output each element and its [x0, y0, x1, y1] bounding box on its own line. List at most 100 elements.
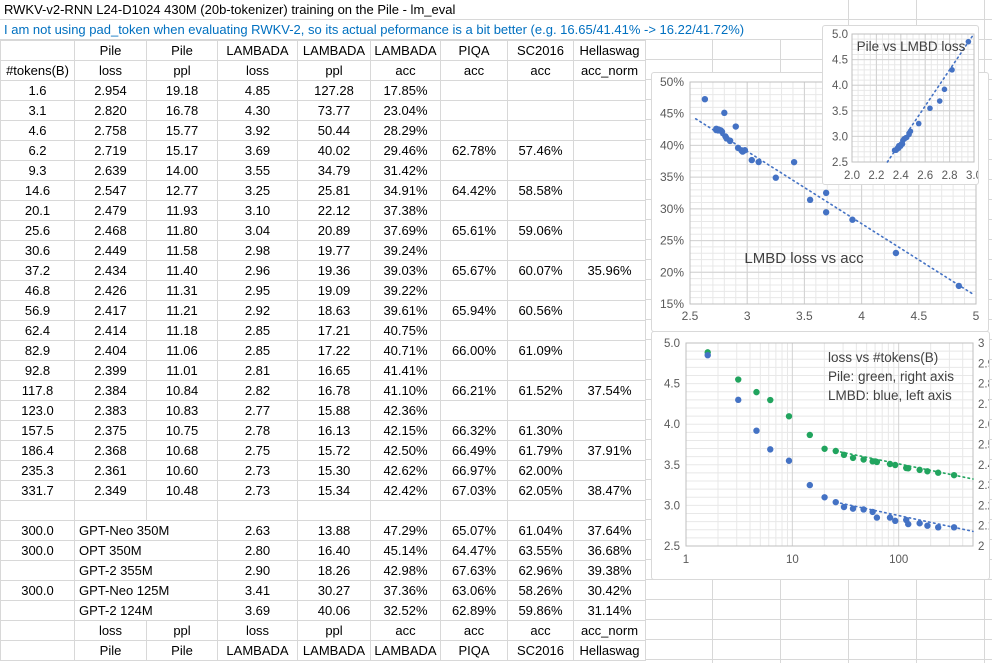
- table-cell[interactable]: [573, 80, 646, 101]
- table-cell[interactable]: 63.55%: [507, 540, 574, 561]
- table-cell[interactable]: 2.77: [217, 400, 298, 421]
- table-cell[interactable]: 62.89%: [440, 600, 508, 621]
- table-cell[interactable]: [440, 120, 508, 141]
- table-cell[interactable]: 42.50%: [370, 440, 441, 461]
- baseline-model-cell[interactable]: GPT-2 355M: [74, 560, 218, 581]
- table-cell[interactable]: 67.63%: [440, 560, 508, 581]
- table-cell[interactable]: 235.3: [0, 460, 75, 481]
- table-cell[interactable]: 2.468: [74, 220, 147, 241]
- table-cell[interactable]: [440, 320, 508, 341]
- table-cell[interactable]: [507, 160, 574, 181]
- table-cell[interactable]: 3.25: [217, 180, 298, 201]
- table-cell[interactable]: [573, 240, 646, 261]
- table-cell[interactable]: [573, 140, 646, 161]
- table-cell[interactable]: 11.06: [146, 340, 218, 361]
- column-header[interactable]: ppl: [146, 60, 218, 81]
- table-cell[interactable]: 22.12: [297, 200, 371, 221]
- table-cell[interactable]: 10.84: [146, 380, 218, 401]
- table-cell[interactable]: 2.96: [217, 260, 298, 281]
- table-cell[interactable]: 56.9: [0, 300, 75, 321]
- table-cell[interactable]: 2.758: [74, 120, 147, 141]
- table-cell[interactable]: [0, 500, 75, 521]
- table-cell[interactable]: 73.77: [297, 100, 371, 121]
- footer-metric-cell[interactable]: loss: [74, 620, 147, 641]
- table-cell[interactable]: 10.83: [146, 400, 218, 421]
- table-cell[interactable]: 2.73: [217, 480, 298, 501]
- table-cell[interactable]: [440, 200, 508, 221]
- table-cell[interactable]: 28.29%: [370, 120, 441, 141]
- table-cell[interactable]: 15.34: [297, 480, 371, 501]
- table-cell[interactable]: 4.6: [0, 120, 75, 141]
- table-cell[interactable]: 20.1: [0, 200, 75, 221]
- table-cell[interactable]: [573, 320, 646, 341]
- table-cell[interactable]: 40.75%: [370, 320, 441, 341]
- column-header[interactable]: #tokens(B): [0, 60, 75, 81]
- column-header[interactable]: acc: [370, 60, 441, 81]
- table-cell[interactable]: 61.04%: [507, 520, 574, 541]
- table-cell[interactable]: 36.68%: [573, 540, 646, 561]
- column-group-header[interactable]: LAMBADA: [217, 40, 298, 61]
- table-cell[interactable]: 2.375: [74, 420, 147, 441]
- footer-metric-cell[interactable]: loss: [217, 620, 298, 641]
- table-cell[interactable]: 66.00%: [440, 340, 508, 361]
- table-cell[interactable]: 300.0: [0, 520, 75, 541]
- table-cell[interactable]: 31.14%: [573, 600, 646, 621]
- table-cell[interactable]: 2.90: [217, 560, 298, 581]
- footer-group-cell[interactable]: Pile: [146, 640, 218, 661]
- footer-metric-cell[interactable]: ppl: [297, 620, 371, 641]
- table-cell[interactable]: 47.29%: [370, 520, 441, 541]
- table-cell[interactable]: 64.47%: [440, 540, 508, 561]
- sheet-title-cell[interactable]: RWKV-v2-RNN L24-D1024 430M (20b-tokenize…: [0, 0, 804, 20]
- table-cell[interactable]: 331.7: [0, 480, 75, 501]
- table-cell[interactable]: [440, 240, 508, 261]
- table-cell[interactable]: 10.48: [146, 480, 218, 501]
- table-cell[interactable]: [573, 120, 646, 141]
- table-cell[interactable]: [507, 280, 574, 301]
- table-cell[interactable]: [146, 500, 218, 521]
- table-cell[interactable]: 2.92: [217, 300, 298, 321]
- table-cell[interactable]: 2.404: [74, 340, 147, 361]
- table-cell[interactable]: [440, 100, 508, 121]
- table-cell[interactable]: 92.8: [0, 360, 75, 381]
- table-cell[interactable]: 60.07%: [507, 260, 574, 281]
- table-cell[interactable]: 6.2: [0, 140, 75, 161]
- footer-metric-cell[interactable]: [0, 620, 75, 641]
- table-cell[interactable]: [370, 500, 441, 521]
- table-cell[interactable]: 127.28: [297, 80, 371, 101]
- chart-pile-vs-lmbd-loss[interactable]: 5.0 4.5 4.0 3.5 3.0 2.52.0 2.2 2.4 2.6 2.8 3.0 Pile…: [822, 25, 979, 185]
- table-cell[interactable]: 117.8: [0, 380, 75, 401]
- table-cell[interactable]: 2.73: [217, 460, 298, 481]
- table-cell[interactable]: 39.03%: [370, 260, 441, 281]
- table-cell[interactable]: 15.77: [146, 120, 218, 141]
- table-cell[interactable]: 37.2: [0, 260, 75, 281]
- column-group-header[interactable]: Pile: [74, 40, 147, 61]
- table-cell[interactable]: 25.81: [297, 180, 371, 201]
- table-cell[interactable]: 37.36%: [370, 580, 441, 601]
- table-cell[interactable]: 25.6: [0, 220, 75, 241]
- table-cell[interactable]: 2.383: [74, 400, 147, 421]
- table-cell[interactable]: 35.96%: [573, 260, 646, 281]
- footer-group-cell[interactable]: LAMBADA: [370, 640, 441, 661]
- table-cell[interactable]: 2.95: [217, 280, 298, 301]
- table-cell[interactable]: 17.85%: [370, 80, 441, 101]
- table-cell[interactable]: 59.06%: [507, 220, 574, 241]
- baseline-model-cell[interactable]: OPT 350M: [74, 540, 218, 561]
- baseline-model-cell[interactable]: GPT-2 124M: [74, 600, 218, 621]
- footer-group-cell[interactable]: LAMBADA: [217, 640, 298, 661]
- table-cell[interactable]: 2.361: [74, 460, 147, 481]
- table-cell[interactable]: 2.820: [74, 100, 147, 121]
- table-cell[interactable]: [573, 180, 646, 201]
- table-cell[interactable]: 32.52%: [370, 600, 441, 621]
- table-cell[interactable]: 41.41%: [370, 360, 441, 381]
- table-cell[interactable]: 42.98%: [370, 560, 441, 581]
- footer-group-cell[interactable]: Pile: [74, 640, 147, 661]
- table-cell[interactable]: [573, 420, 646, 441]
- table-cell[interactable]: 11.58: [146, 240, 218, 261]
- table-cell[interactable]: 2.85: [217, 320, 298, 341]
- table-cell[interactable]: 10.68: [146, 440, 218, 461]
- table-cell[interactable]: 3.10: [217, 200, 298, 221]
- table-cell[interactable]: [440, 280, 508, 301]
- table-cell[interactable]: 29.46%: [370, 140, 441, 161]
- column-header[interactable]: acc_norm: [573, 60, 646, 81]
- table-cell[interactable]: 30.6: [0, 240, 75, 261]
